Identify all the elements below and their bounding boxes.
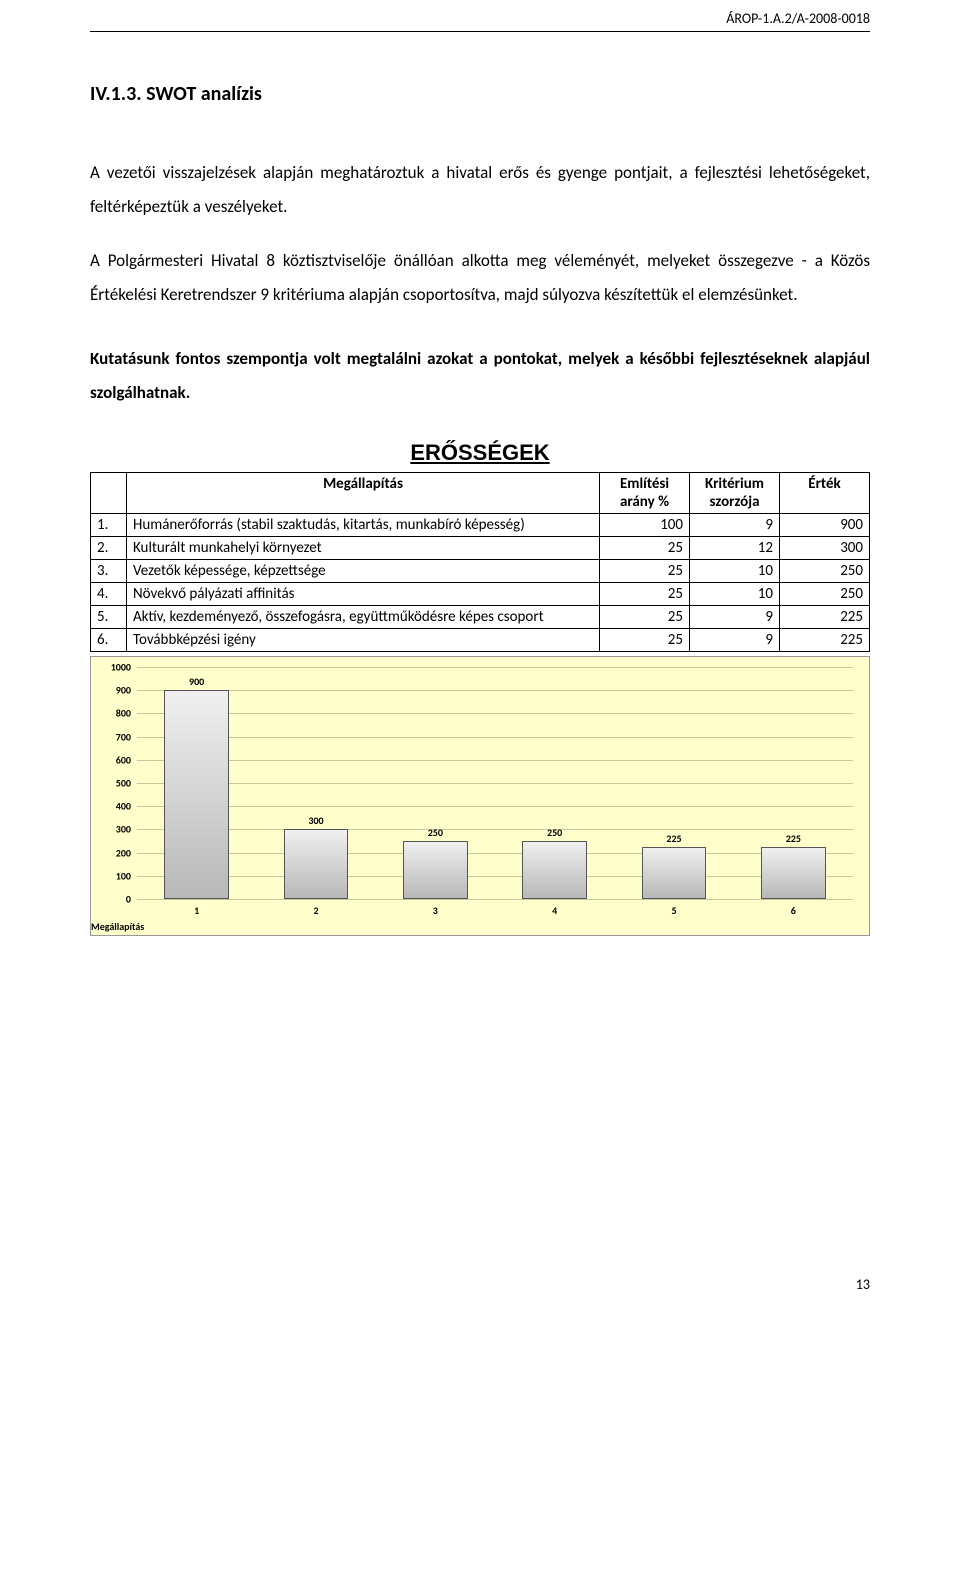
- cell-multiplier: 9: [690, 629, 780, 652]
- paragraph-2: A Polgármesteri Hivatal 8 köztisztviselő…: [90, 244, 870, 312]
- chart-ytick-label: 700: [97, 730, 131, 743]
- cell-num: 4.: [91, 583, 127, 606]
- cell-desc: Növekvő pályázati affinitás: [127, 583, 600, 606]
- table-title: ERŐSSÉGEK: [90, 440, 870, 466]
- th-blank: [91, 473, 127, 514]
- cell-mention: 25: [600, 537, 690, 560]
- chart-ytick-label: 500: [97, 777, 131, 790]
- table-row: 3.Vezetők képessége, képzettsége2510250: [91, 560, 870, 583]
- chart-bar: [761, 847, 825, 899]
- chart-xtick-label: 4: [552, 904, 557, 917]
- strengths-table: Megállapítás Említési arány % Kritérium …: [90, 472, 870, 652]
- chart-plot-area: 0100200300400500600700800900100090013002…: [137, 667, 853, 899]
- chart-bar-label: 300: [286, 814, 346, 827]
- chart-bar: [403, 841, 467, 899]
- chart-bar-label: 250: [525, 826, 585, 839]
- cell-multiplier: 10: [690, 560, 780, 583]
- cell-num: 5.: [91, 606, 127, 629]
- chart-xtick-label: 3: [433, 904, 438, 917]
- chart-gridline: [137, 667, 853, 668]
- cell-value: 225: [780, 629, 870, 652]
- chart-ytick-label: 400: [97, 800, 131, 813]
- cell-value: 900: [780, 514, 870, 537]
- cell-desc: Humánerőforrás (stabil szaktudás, kitart…: [127, 514, 600, 537]
- th-c3: Érték: [780, 473, 870, 514]
- cell-multiplier: 12: [690, 537, 780, 560]
- th-c1: Említési arány %: [600, 473, 690, 514]
- cell-desc: Aktív, kezdeményező, összefogásra, együt…: [127, 606, 600, 629]
- cell-num: 2.: [91, 537, 127, 560]
- cell-mention: 25: [600, 583, 690, 606]
- cell-mention: 25: [600, 560, 690, 583]
- strengths-bar-chart: 0 100 200 300 400 500 600 700 800 900 1000 900 1 300 2…: [90, 656, 870, 936]
- chart-xtick-label: 6: [791, 904, 796, 917]
- chart-bar-label: 225: [644, 832, 704, 845]
- paragraph-1: A vezetői visszajelzések alapján meghatá…: [90, 156, 870, 224]
- cell-multiplier: 9: [690, 514, 780, 537]
- table-row: 6.Továbbképzési igény259225: [91, 629, 870, 652]
- chart-gridline: [137, 899, 853, 900]
- cell-num: 6.: [91, 629, 127, 652]
- section-title: IV.1.3. SWOT analízis: [90, 82, 870, 106]
- chart-bar: [522, 841, 586, 899]
- chart-ytick-label: 600: [97, 753, 131, 766]
- cell-num: 1.: [91, 514, 127, 537]
- chart-ytick-label: 200: [97, 846, 131, 859]
- cell-mention: 25: [600, 629, 690, 652]
- table-row: 5.Aktív, kezdeményező, összefogásra, egy…: [91, 606, 870, 629]
- th-c2: Kritérium szorzója: [690, 473, 780, 514]
- chart-xtick-label: 2: [313, 904, 318, 917]
- chart-bar: [164, 690, 228, 899]
- chart-ytick-label: 1000: [97, 661, 131, 674]
- chart-gridline: [137, 806, 853, 807]
- cell-desc: Vezetők képessége, képzettsége: [127, 560, 600, 583]
- table-row: 1.Humánerőforrás (stabil szaktudás, kita…: [91, 514, 870, 537]
- chart-bar-label: 250: [405, 826, 465, 839]
- cell-multiplier: 9: [690, 606, 780, 629]
- chart-gridline: [137, 690, 853, 691]
- cell-multiplier: 10: [690, 583, 780, 606]
- table-row: 4.Növekvő pályázati affinitás2510250: [91, 583, 870, 606]
- chart-xaxis-title: Megállapítás: [91, 920, 144, 933]
- chart-bar-label: 225: [763, 832, 823, 845]
- chart-bar-label: 900: [167, 675, 227, 688]
- chart-ytick-label: 0: [97, 893, 131, 906]
- cell-desc: Továbbképzési igény: [127, 629, 600, 652]
- th-desc: Megállapítás: [127, 473, 600, 514]
- cell-value: 225: [780, 606, 870, 629]
- chart-xtick-label: 5: [671, 904, 676, 917]
- cell-mention: 100: [600, 514, 690, 537]
- chart-gridline: [137, 760, 853, 761]
- chart-bar: [284, 829, 348, 899]
- chart-ytick-label: 300: [97, 823, 131, 836]
- paragraph-bold: Kutatásunk fontos szempontja volt megtal…: [90, 342, 870, 410]
- header-code: ÁROP-1.A.2/A-2008-0018: [90, 0, 870, 31]
- chart-gridline: [137, 783, 853, 784]
- chart-xtick-label: 1: [194, 904, 199, 917]
- cell-mention: 25: [600, 606, 690, 629]
- chart-gridline: [137, 876, 853, 877]
- cell-desc: Kulturált munkahelyi környezet: [127, 537, 600, 560]
- chart-ytick-label: 800: [97, 707, 131, 720]
- header-rule: [90, 31, 870, 32]
- chart-bar: [642, 847, 706, 899]
- chart-ytick-label: 900: [97, 684, 131, 697]
- cell-num: 3.: [91, 560, 127, 583]
- chart-gridline: [137, 829, 853, 830]
- page-number: 13: [90, 1276, 870, 1293]
- chart-gridline: [137, 713, 853, 714]
- cell-value: 250: [780, 583, 870, 606]
- cell-value: 300: [780, 537, 870, 560]
- chart-gridline: [137, 737, 853, 738]
- table-row: 2.Kulturált munkahelyi környezet2512300: [91, 537, 870, 560]
- chart-ytick-label: 100: [97, 869, 131, 882]
- cell-value: 250: [780, 560, 870, 583]
- chart-gridline: [137, 853, 853, 854]
